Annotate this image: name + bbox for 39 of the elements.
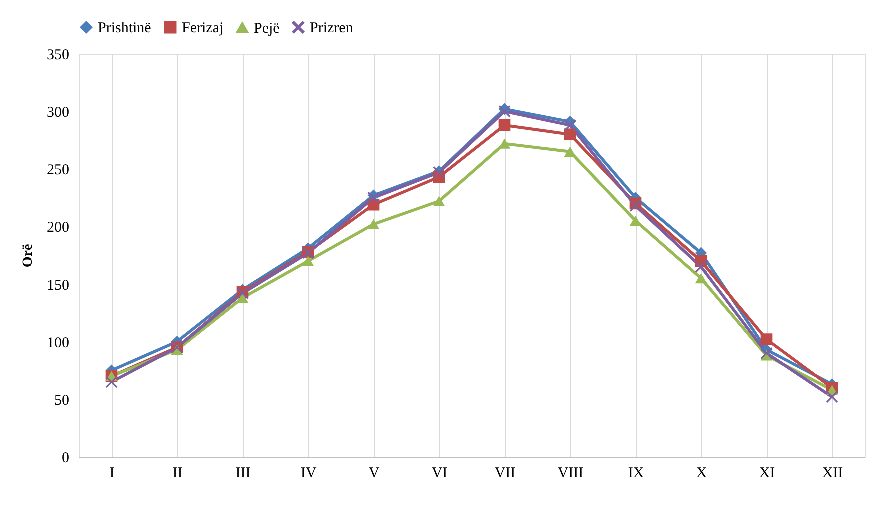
y-tick-label: 200 — [47, 220, 70, 236]
point — [760, 347, 773, 360]
x-tick-label: XII — [822, 466, 844, 482]
x-tick-label: III — [236, 466, 251, 482]
point — [564, 128, 576, 141]
point — [564, 146, 576, 157]
x-tick-label: VII — [494, 466, 516, 482]
legend-label: Ferizaj — [182, 20, 224, 37]
x-tick-label: II — [172, 466, 183, 482]
point — [368, 219, 380, 230]
x-tick-label: VIII — [558, 466, 584, 482]
y-tick-label: 300 — [47, 105, 70, 122]
point — [498, 106, 511, 118]
point — [302, 256, 314, 266]
y-tick-label: 100 — [47, 335, 70, 352]
x-tick-label: V — [368, 466, 380, 482]
y-tick-label: 350 — [47, 48, 70, 64]
point — [368, 192, 380, 204]
point — [106, 376, 118, 388]
point — [564, 119, 576, 132]
point — [826, 391, 838, 404]
y-tick-label: 250 — [47, 162, 70, 179]
x-tick-label: VI — [432, 466, 448, 482]
point — [695, 273, 708, 284]
x-tick-label: I — [110, 466, 115, 482]
y-tick-label: 150 — [47, 278, 70, 294]
legend-label: Prishtinë — [98, 20, 152, 37]
y-tick-label: 50 — [54, 392, 70, 409]
point — [760, 334, 773, 346]
x-tick-label: XI — [759, 466, 776, 482]
y-tick-label: 0 — [62, 450, 70, 466]
x-tick-label: IX — [628, 466, 644, 482]
y-axis-title: Orë — [21, 244, 36, 268]
x-tick-label: IV — [300, 466, 317, 482]
legend-label: Pejë — [254, 20, 280, 37]
x-tick-label: X — [696, 466, 708, 482]
point — [433, 196, 446, 207]
legend-label: Prizren — [310, 20, 354, 37]
point — [498, 119, 511, 132]
